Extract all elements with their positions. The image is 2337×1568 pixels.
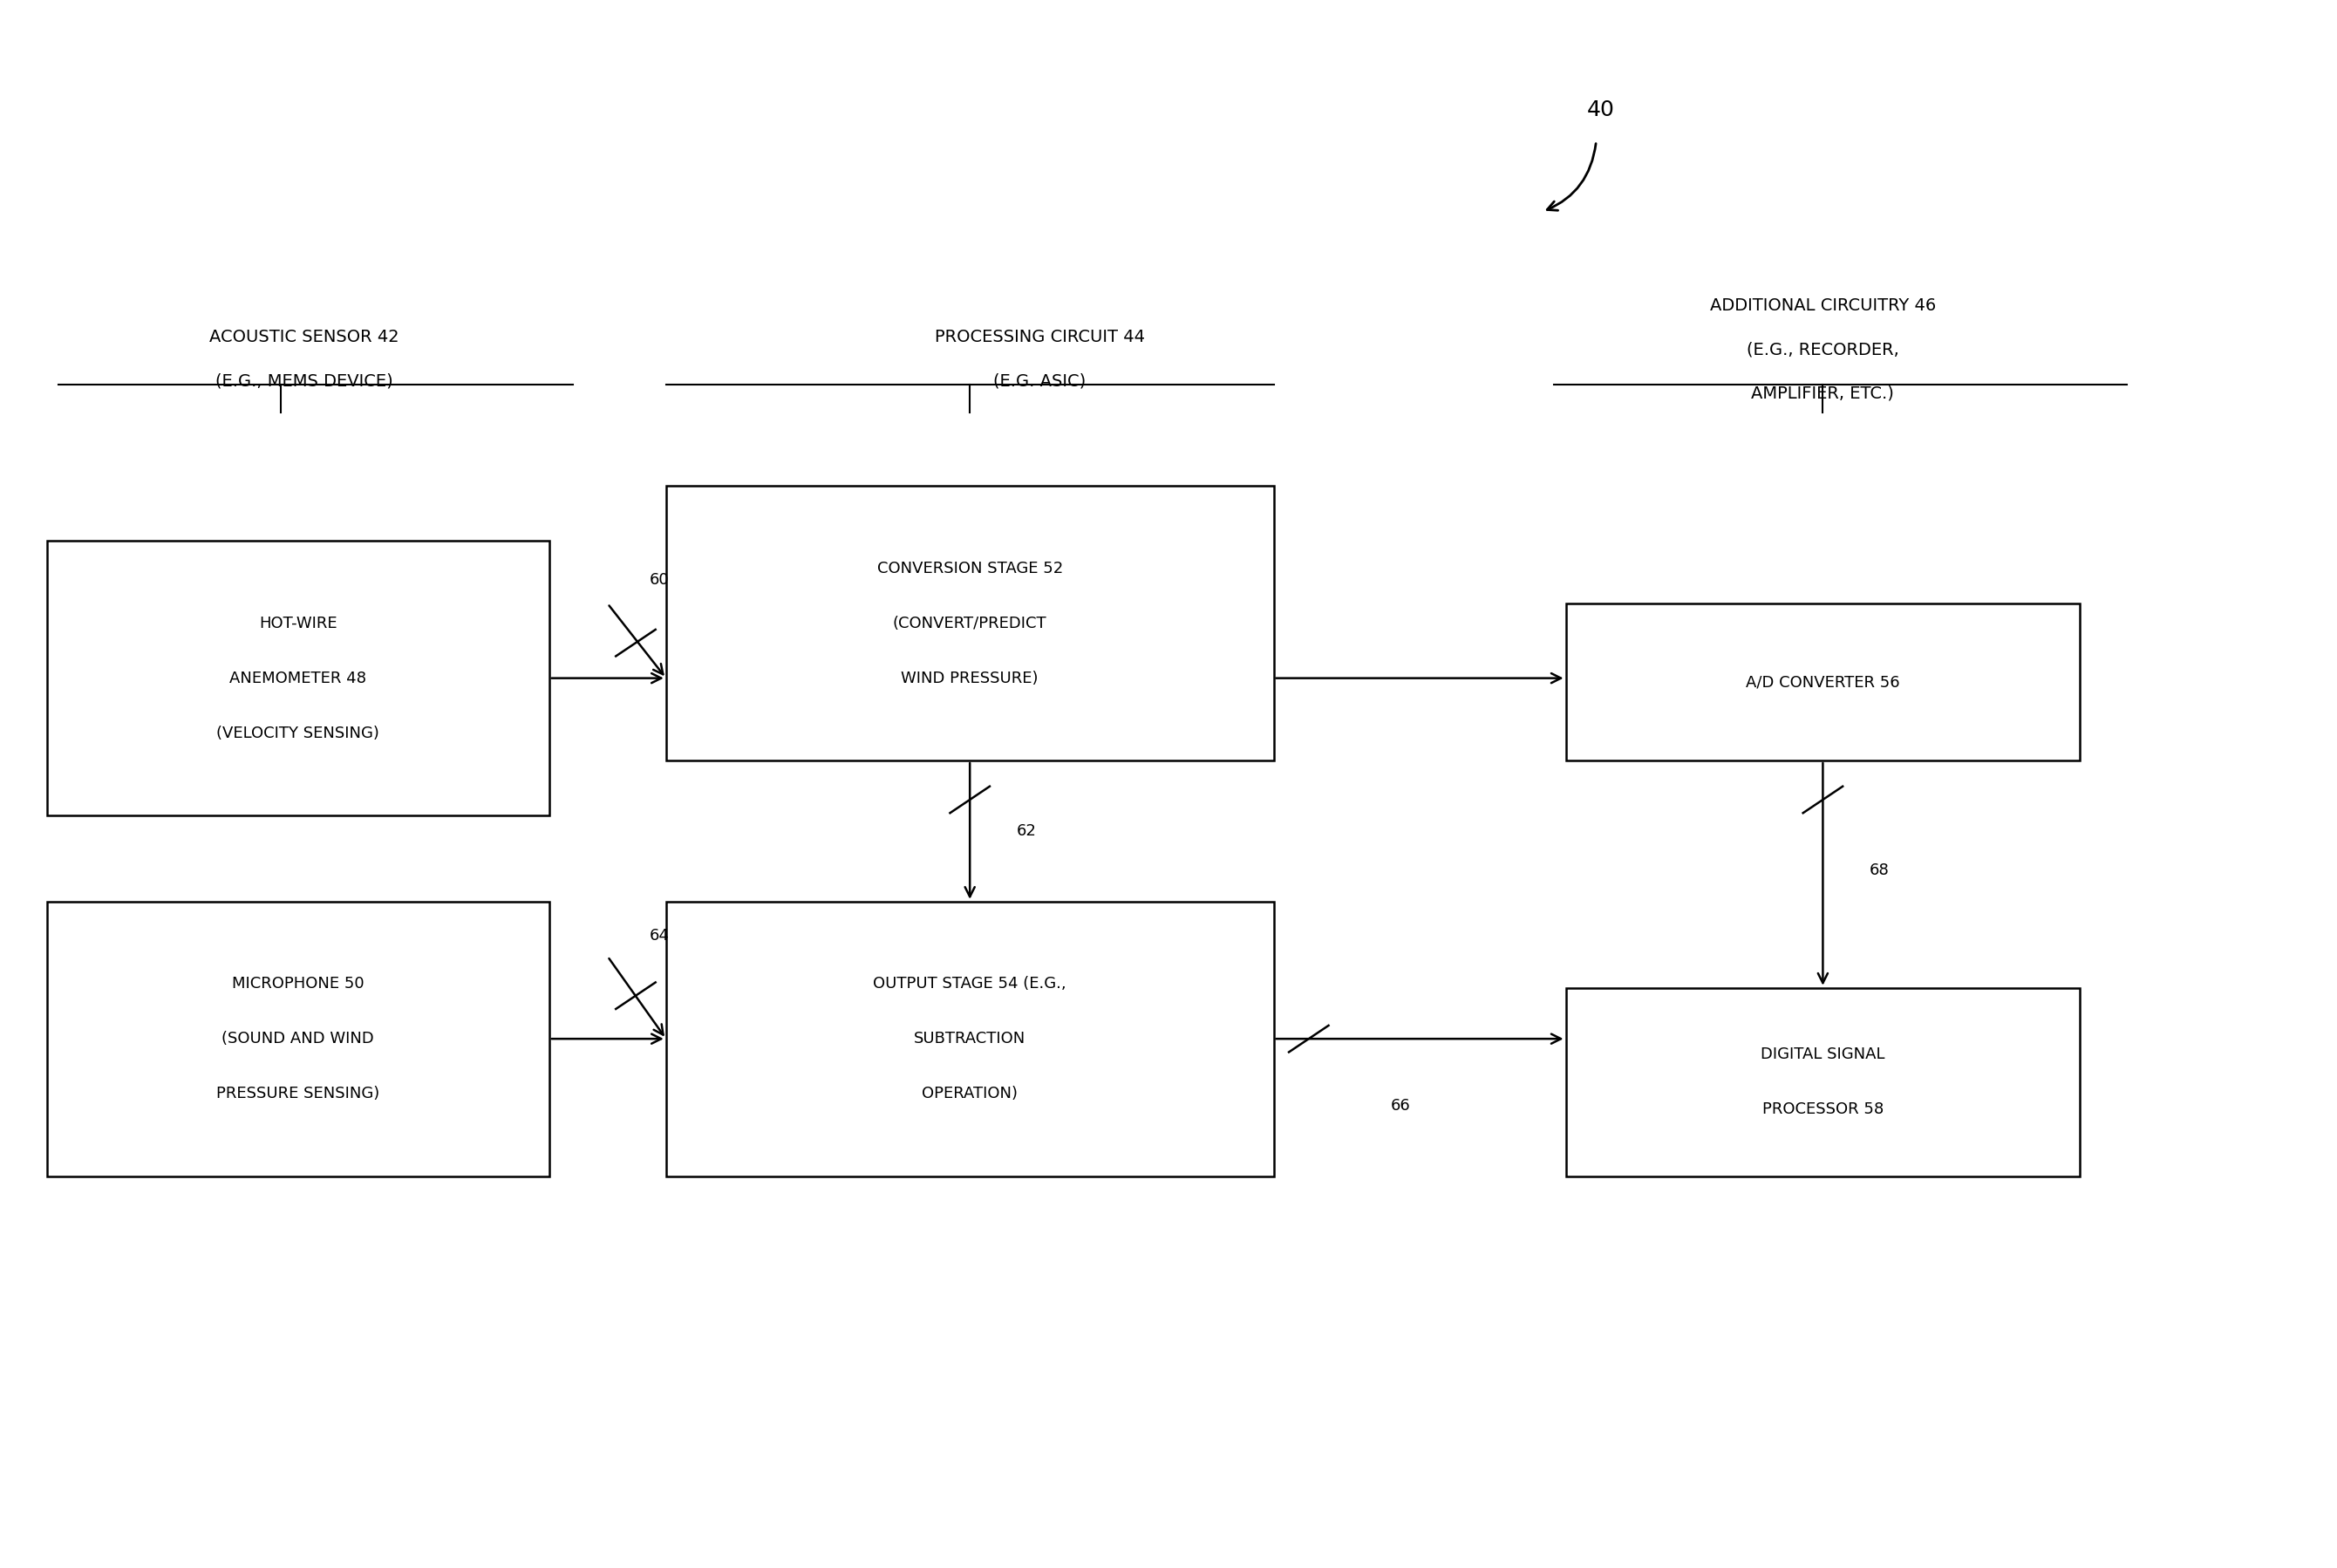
Text: (E.G., MEMS DEVICE): (E.G., MEMS DEVICE)	[215, 373, 393, 389]
Text: (SOUND AND WIND: (SOUND AND WIND	[222, 1030, 374, 1047]
Text: PRESSURE SENSING): PRESSURE SENSING)	[217, 1085, 379, 1102]
Text: CONVERSION STAGE 52: CONVERSION STAGE 52	[876, 560, 1063, 577]
FancyArrowPatch shape	[1547, 144, 1596, 210]
Text: SUBTRACTION: SUBTRACTION	[914, 1030, 1026, 1047]
Text: (VELOCITY SENSING): (VELOCITY SENSING)	[217, 724, 379, 742]
FancyBboxPatch shape	[47, 902, 549, 1176]
Text: WIND PRESSURE): WIND PRESSURE)	[902, 670, 1038, 687]
FancyBboxPatch shape	[1566, 604, 2080, 760]
Text: MICROPHONE 50: MICROPHONE 50	[231, 975, 365, 993]
Text: (CONVERT/PREDICT: (CONVERT/PREDICT	[893, 615, 1047, 632]
Text: PROCESSING CIRCUIT 44: PROCESSING CIRCUIT 44	[935, 329, 1145, 345]
FancyBboxPatch shape	[666, 902, 1274, 1176]
Text: ANEMOMETER 48: ANEMOMETER 48	[229, 670, 367, 687]
Text: A/D CONVERTER 56: A/D CONVERTER 56	[1746, 674, 1900, 690]
FancyBboxPatch shape	[47, 541, 549, 815]
FancyBboxPatch shape	[1566, 988, 2080, 1176]
Text: 40: 40	[1587, 99, 1615, 121]
Text: HOT-WIRE: HOT-WIRE	[259, 615, 337, 632]
Text: 60: 60	[650, 572, 668, 588]
Text: 66: 66	[1391, 1098, 1409, 1113]
Text: OUTPUT STAGE 54 (E.G.,: OUTPUT STAGE 54 (E.G.,	[874, 975, 1066, 993]
Text: (E.G., RECORDER,: (E.G., RECORDER,	[1746, 342, 1900, 358]
Text: ACOUSTIC SENSOR 42: ACOUSTIC SENSOR 42	[208, 329, 400, 345]
Text: 68: 68	[1870, 862, 1888, 878]
FancyBboxPatch shape	[666, 486, 1274, 760]
Text: 62: 62	[1017, 823, 1038, 839]
Text: AMPLIFIER, ETC.): AMPLIFIER, ETC.)	[1750, 386, 1895, 401]
Text: PROCESSOR 58: PROCESSOR 58	[1762, 1101, 1884, 1118]
Text: OPERATION): OPERATION)	[921, 1085, 1019, 1102]
Text: (E.G. ASIC): (E.G. ASIC)	[993, 373, 1087, 389]
Text: ADDITIONAL CIRCUITRY 46: ADDITIONAL CIRCUITRY 46	[1711, 298, 1935, 314]
Text: DIGITAL SIGNAL: DIGITAL SIGNAL	[1760, 1046, 1886, 1063]
Text: 64: 64	[650, 928, 671, 944]
